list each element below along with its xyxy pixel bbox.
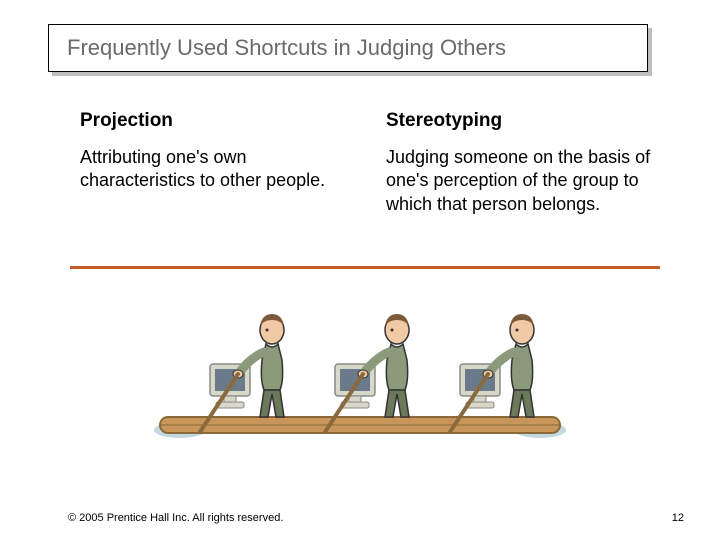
column-heading: Stereotyping	[386, 110, 660, 132]
copyright-text: © 2005 Prentice Hall Inc. All rights res…	[68, 512, 283, 524]
slide-title: Frequently Used Shortcuts in Judging Oth…	[67, 35, 506, 61]
column-heading: Projection	[80, 110, 354, 132]
column-body: Judging someone on the basis of one's pe…	[386, 146, 660, 216]
horizontal-divider	[70, 266, 660, 269]
page-number: 12	[672, 512, 684, 524]
title-box: Frequently Used Shortcuts in Judging Oth…	[48, 24, 648, 72]
column-stereotyping: Stereotyping Judging someone on the basi…	[386, 110, 660, 216]
column-body: Attributing one's own characteristics to…	[80, 146, 354, 193]
column-projection: Projection Attributing one's own charact…	[80, 110, 354, 216]
rowing-illustration	[150, 302, 570, 452]
content-columns: Projection Attributing one's own charact…	[80, 110, 660, 216]
